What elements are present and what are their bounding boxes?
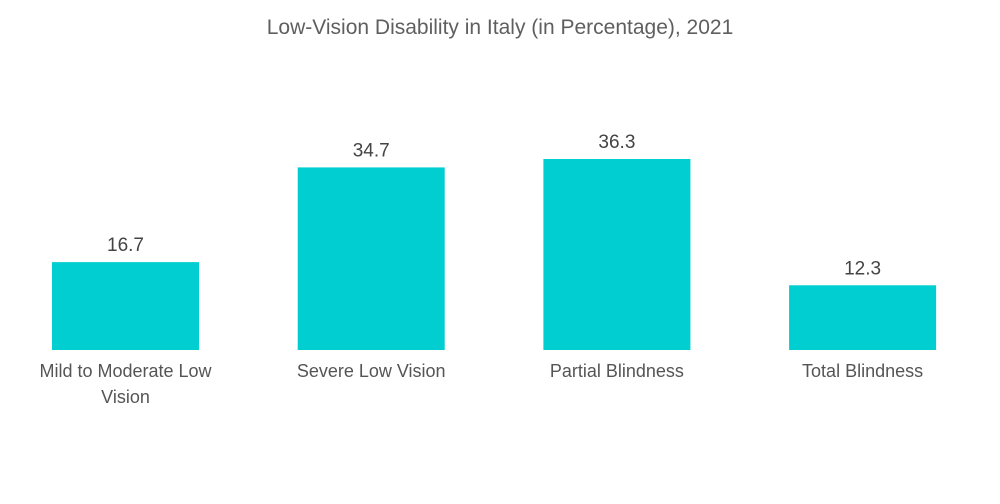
chart-title: Low-Vision Disability in Italy (in Perce… [266,16,734,39]
bar-3 [789,285,937,350]
data-label-2: 36.3 [598,132,635,153]
category-label-0: Mild to Moderate Low Vision [39,361,212,407]
bar-1 [297,167,445,350]
category-label-1: Severe Low Vision [297,361,446,381]
category-label-2: Partial Blindness [550,361,684,381]
data-label-0: 16.7 [107,235,144,256]
bar-2 [543,159,691,350]
data-label-3: 12.3 [844,258,881,279]
bar-0 [52,262,199,350]
category-label-3: Total Blindness [802,361,923,381]
data-label-1: 34.7 [353,140,390,161]
